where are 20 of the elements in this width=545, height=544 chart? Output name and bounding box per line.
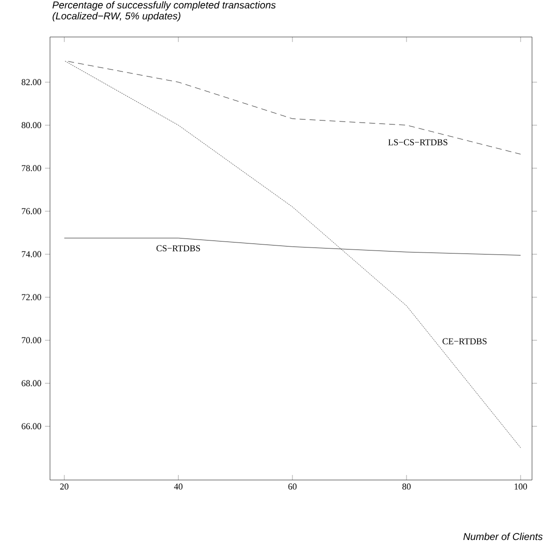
y-tick-label: 80.00 — [22, 122, 42, 128]
y-tick-label: 72.00 — [22, 294, 42, 300]
series-label: LS−CS−RTDBS — [388, 139, 448, 146]
chart-subtitle: (Localized−RW, 5% updates) — [52, 12, 180, 22]
x-tick-label: 40 — [174, 484, 182, 490]
y-tick-label: 66.00 — [22, 423, 42, 430]
y-tick-label: 76.00 — [22, 208, 42, 214]
y-tick-label: 82.00 — [22, 79, 42, 86]
x-tick-label: 80 — [402, 484, 411, 490]
x-tick-label: 20 — [60, 484, 68, 490]
y-tick-label: 74.00 — [22, 251, 42, 258]
x-tick-label: 60 — [288, 484, 297, 490]
series-label: CE−RTDBS — [442, 338, 487, 344]
chart-title: Percentage of successfully completed transactions — [52, 1, 276, 10]
y-tick-label: 70.00 — [22, 337, 42, 344]
series-label: CS−RTDBS — [156, 245, 200, 252]
y-tick-label: 68.00 — [22, 380, 42, 386]
y-tick-label: 78.00 — [22, 165, 42, 172]
x-tick-label: 100 — [514, 484, 527, 490]
x-axis-title: Number of Clients — [463, 532, 543, 540]
